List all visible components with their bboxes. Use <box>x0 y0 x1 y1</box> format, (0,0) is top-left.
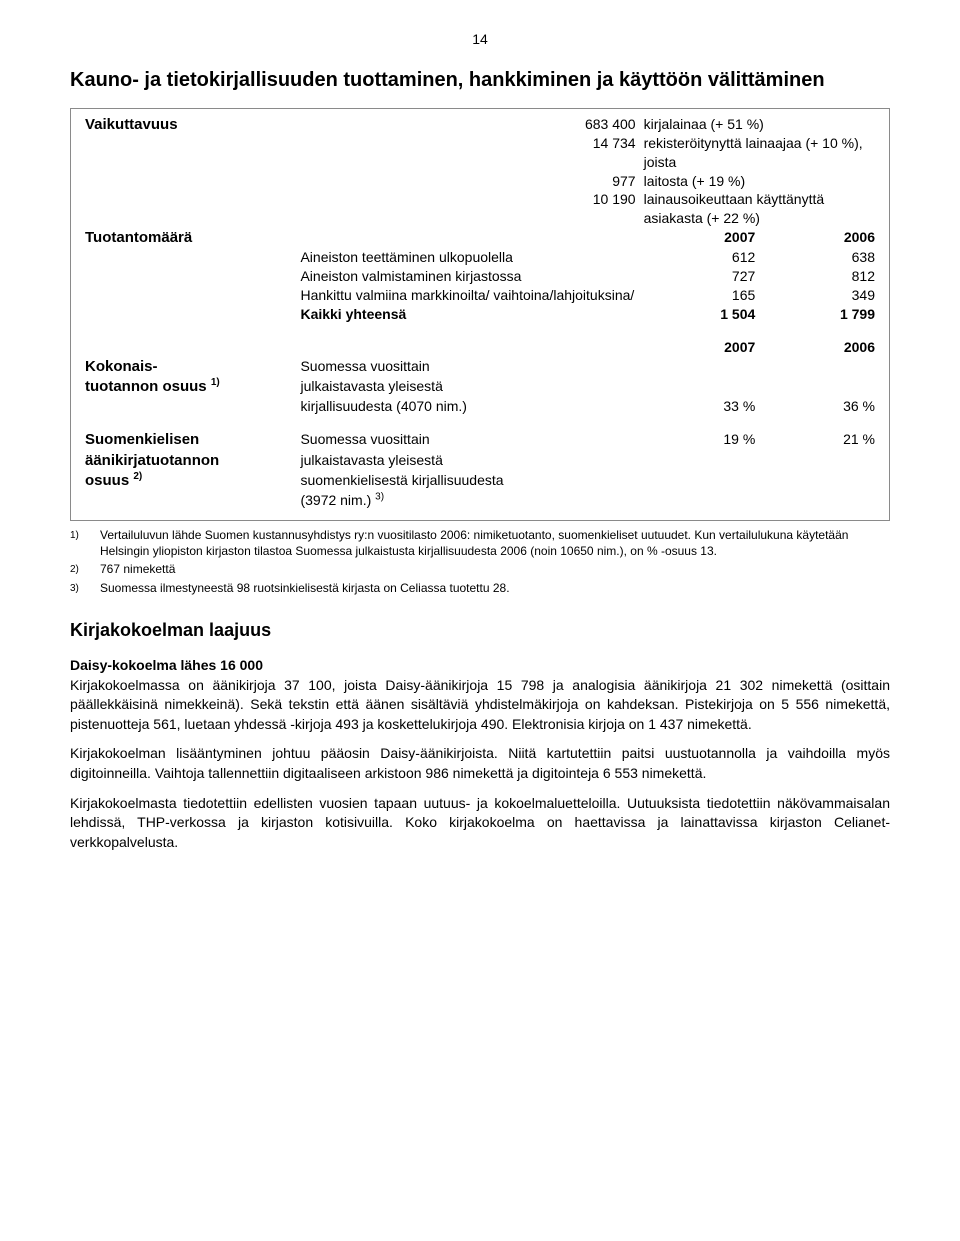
row-label: osuus 2) <box>81 471 296 491</box>
metric-number: 683 400 <box>296 115 639 134</box>
table-row: Kokonais- Suomessa vuosittain <box>81 357 879 377</box>
row-label: äänikirjatuotannon <box>81 451 296 471</box>
footnotes: 1) Vertailuluvun lähde Suomen kustannusy… <box>70 527 890 596</box>
table-row: 2007 2006 <box>81 338 879 357</box>
footnote-text: Vertailuluvun lähde Suomen kustannusyhdi… <box>100 527 890 559</box>
cell-value: 349 <box>759 286 879 305</box>
row-label: Tuotantomäärä <box>81 228 296 248</box>
footnote: 3) Suomessa ilmestyneestä 98 ruotsinkiel… <box>70 580 890 596</box>
metric-number: 977 <box>296 172 639 191</box>
row-label: Vaikuttavuus <box>81 115 296 228</box>
paragraph: Daisy-kokoelma lähes 16 000 Kirjakokoelm… <box>70 656 890 734</box>
row-desc: Suomessa vuosittain <box>296 357 639 377</box>
paragraph: Kirjakokoelman lisääntyminen johtuu pääo… <box>70 744 890 783</box>
table-row: Kaikki yhteensä 1 504 1 799 <box>81 305 879 324</box>
row-desc: (3972 nim.) 3) <box>296 491 639 510</box>
footnote: 2) 767 nimekettä <box>70 561 890 577</box>
cell-value: 812 <box>759 267 879 286</box>
row-label: tuotannon osuus 1) <box>81 377 296 397</box>
table-row: Hankittu valmiina markkinoilta/ vaihtoin… <box>81 286 879 305</box>
paragraph-lead: Daisy-kokoelma lähes 16 000 <box>70 657 263 673</box>
row-desc: Kaikki yhteensä <box>296 305 639 324</box>
table-row: Vaikuttavuus 683 400 kirjalainaa (+ 51 %… <box>81 115 879 134</box>
row-desc: Aineiston teettäminen ulkopuolella <box>296 248 639 267</box>
footnote-marker: 1) <box>70 527 100 543</box>
row-label: Kokonais- <box>81 357 296 377</box>
table-row: tuotannon osuus 1) julkaistavasta yleise… <box>81 377 879 397</box>
year-header: 2007 <box>640 228 760 248</box>
row-label: Suomenkielisen <box>81 430 296 450</box>
year-header: 2006 <box>759 228 879 248</box>
table-row: (3972 nim.) 3) <box>81 491 879 510</box>
cell-value: 638 <box>759 248 879 267</box>
section-heading: Kirjakokoelman laajuus <box>70 618 890 642</box>
row-label-text: tuotannon osuus <box>85 378 211 395</box>
row-desc: julkaistavasta yleisestä <box>296 451 639 471</box>
table-row: Tuotantomäärä 2007 2006 <box>81 228 879 248</box>
paragraph-body: Kirjakokoelmassa on äänikirjoja 37 100, … <box>70 677 890 732</box>
data-box: Vaikuttavuus 683 400 kirjalainaa (+ 51 %… <box>70 108 890 521</box>
table-row: Aineiston teettäminen ulkopuolella 612 6… <box>81 248 879 267</box>
cell-value: 1 504 <box>640 305 760 324</box>
footnote-text: Suomessa ilmestyneestä 98 ruotsinkielise… <box>100 580 510 596</box>
paragraph: Kirjakokoelmasta tiedotettiin edellisten… <box>70 794 890 853</box>
footnote-marker: 2) <box>70 561 100 577</box>
row-desc: kirjallisuudesta (4070 nim.) <box>296 397 639 416</box>
metric-number: 10 190 <box>296 190 639 228</box>
footnote-ref: 2) <box>133 471 142 482</box>
cell-value: 36 % <box>759 397 879 416</box>
table-row: äänikirjatuotannon julkaistavasta yleise… <box>81 451 879 471</box>
footnote-ref: 3) <box>375 491 384 502</box>
metrics-table: Vaikuttavuus 683 400 kirjalainaa (+ 51 %… <box>81 115 879 510</box>
cell-value: 1 799 <box>759 305 879 324</box>
cell-value: 21 % <box>759 430 879 450</box>
metric-desc: kirjalainaa (+ 51 %) <box>640 115 879 134</box>
footnote-marker: 3) <box>70 580 100 596</box>
table-row: Aineiston valmistaminen kirjastossa 727 … <box>81 267 879 286</box>
year-header: 2006 <box>759 338 879 357</box>
footnote: 1) Vertailuluvun lähde Suomen kustannusy… <box>70 527 890 559</box>
row-desc-text: (3972 nim.) <box>300 492 375 508</box>
row-label-text: osuus <box>85 472 133 489</box>
document-page: 14 Kauno- ja tietokirjallisuuden tuottam… <box>0 0 960 1241</box>
table-row: kirjallisuudesta (4070 nim.) 33 % 36 % <box>81 397 879 416</box>
table-row: osuus 2) suomenkielisestä kirjallisuudes… <box>81 471 879 491</box>
table-row: Suomenkielisen Suomessa vuosittain 19 % … <box>81 430 879 450</box>
cell-value: 19 % <box>640 430 760 450</box>
footnote-ref: 1) <box>211 377 220 388</box>
metric-desc: laitosta (+ 19 %) <box>640 172 879 191</box>
metric-number: 14 734 <box>296 134 639 172</box>
metric-desc: rekisteröitynyttä lainaajaa (+ 10 %), jo… <box>640 134 879 172</box>
metric-desc: lainausoikeuttaan käyttänyttä asiakasta … <box>640 190 879 228</box>
page-number: 14 <box>70 30 890 49</box>
row-desc: Aineiston valmistaminen kirjastossa <box>296 267 639 286</box>
row-desc: suomenkielisestä kirjallisuudesta <box>296 471 639 491</box>
cell-value: 165 <box>640 286 760 305</box>
cell-value: 33 % <box>640 397 760 416</box>
row-desc: julkaistavasta yleisestä <box>296 377 639 397</box>
cell-value: 727 <box>640 267 760 286</box>
footnote-text: 767 nimekettä <box>100 561 175 577</box>
cell-value: 612 <box>640 248 760 267</box>
row-desc: Suomessa vuosittain <box>296 430 639 450</box>
page-title: Kauno- ja tietokirjallisuuden tuottamine… <box>70 67 890 94</box>
row-desc: Hankittu valmiina markkinoilta/ vaihtoin… <box>296 286 639 305</box>
year-header: 2007 <box>640 338 760 357</box>
